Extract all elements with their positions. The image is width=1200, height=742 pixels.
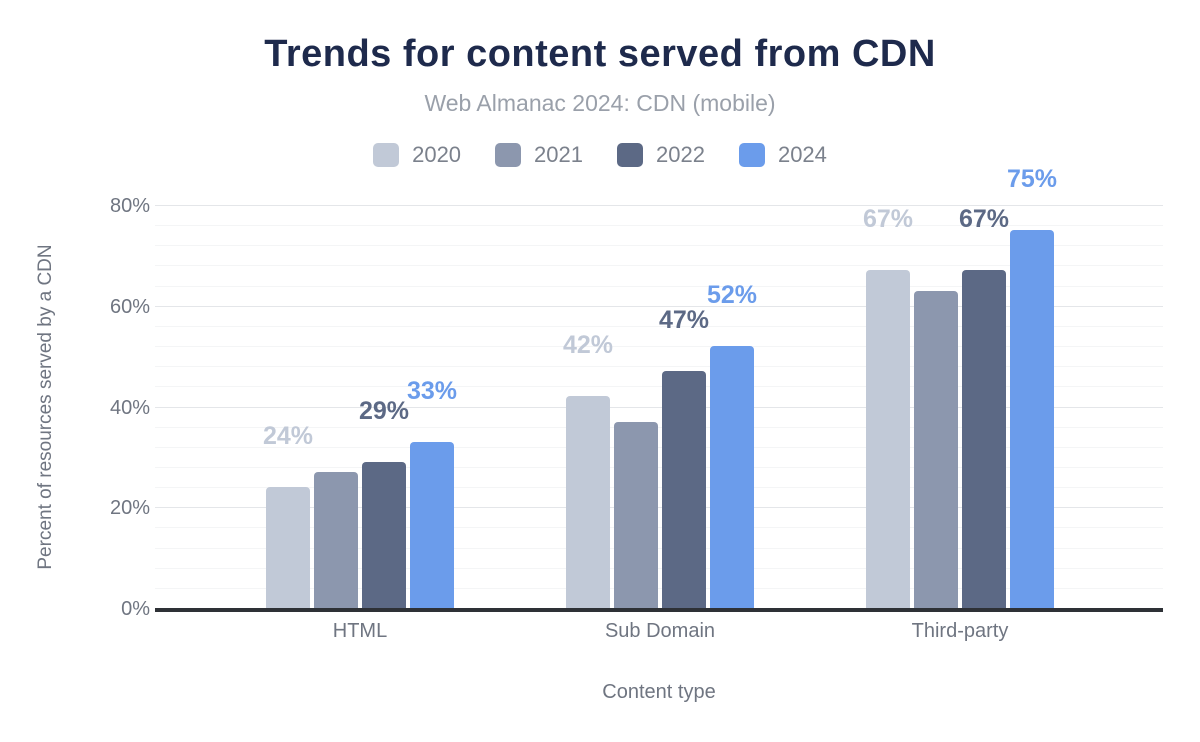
y-tick-label: 20% <box>109 497 150 519</box>
minor-gridline <box>155 326 1163 327</box>
minor-gridline <box>155 487 1163 488</box>
x-tick-label-html: HTML <box>332 620 388 642</box>
y-tick-label: 0% <box>121 598 150 620</box>
legend-label: 2022 <box>656 142 705 167</box>
bar-2022-third-party[interactable] <box>962 270 1006 608</box>
bar-value-label: 29% <box>358 397 410 425</box>
legend-label: 2020 <box>412 142 462 167</box>
major-gridline <box>155 205 1163 206</box>
legend-item-2024[interactable]: 2024 <box>738 142 827 168</box>
bar-2024-html[interactable] <box>410 442 454 608</box>
bar-value-label: 42% <box>562 331 614 359</box>
major-gridline <box>155 306 1163 307</box>
major-gridline <box>155 507 1163 508</box>
legend-swatch-icon <box>617 143 643 167</box>
x-axis-title: Content type <box>602 681 716 703</box>
x-tick-label-third-party: Third-party <box>911 620 1009 642</box>
bar-2024-sub-domain[interactable] <box>710 346 754 608</box>
legend-swatch-icon <box>373 143 400 167</box>
bar-value-label: 24% <box>262 422 314 450</box>
bar-value-label: 47% <box>658 306 710 334</box>
bar-value-label: 75% <box>1006 165 1058 193</box>
bar-2021-sub-domain[interactable] <box>614 422 658 608</box>
bar-value-label: 52% <box>706 281 758 309</box>
minor-gridline <box>155 346 1163 347</box>
minor-gridline <box>155 366 1163 367</box>
minor-gridline <box>155 286 1163 287</box>
bar-2021-html[interactable] <box>314 472 358 608</box>
legend-item-2020[interactable]: 2020 <box>373 142 461 168</box>
minor-gridline <box>155 265 1163 266</box>
minor-gridline <box>155 568 1163 569</box>
legend-swatch-icon <box>738 143 765 167</box>
bar-2022-html[interactable] <box>362 462 406 608</box>
minor-gridline <box>155 467 1163 468</box>
bar-2020-html[interactable] <box>266 487 310 608</box>
minor-gridline <box>155 447 1163 448</box>
bar-2020-third-party[interactable] <box>866 270 910 608</box>
bar-value-label: 33% <box>406 377 458 405</box>
major-gridline <box>155 407 1163 408</box>
chart-legend: 2020 2021 2022 2024 <box>0 142 1200 168</box>
bar-2024-third-party[interactable] <box>1010 230 1054 608</box>
minor-gridline <box>155 245 1163 246</box>
bar-value-label: 67% <box>862 205 914 233</box>
bar-2020-sub-domain[interactable] <box>566 396 610 608</box>
minor-gridline <box>155 527 1163 528</box>
x-axis-line <box>155 608 1163 612</box>
y-tick-label: 80% <box>109 195 150 217</box>
minor-gridline <box>155 225 1163 226</box>
y-axis-title: Percent of resources served by a CDN <box>35 244 56 570</box>
minor-gridline <box>155 548 1163 549</box>
bar-2022-sub-domain[interactable] <box>662 371 706 608</box>
y-tick-label: 60% <box>109 296 150 318</box>
legend-item-2022[interactable]: 2022 <box>617 142 705 168</box>
bar-2021-third-party[interactable] <box>914 291 958 608</box>
legend-label: 2024 <box>777 142 827 167</box>
bar-value-label: 67% <box>958 205 1010 233</box>
legend-item-2021[interactable]: 2021 <box>495 142 583 168</box>
minor-gridline <box>155 427 1163 428</box>
chart-title: Trends for content served from CDN <box>264 33 936 75</box>
legend-label: 2021 <box>534 142 583 167</box>
minor-gridline <box>155 588 1163 589</box>
x-tick-label-sub-domain: Sub Domain <box>604 620 716 642</box>
legend-swatch-icon <box>495 143 522 167</box>
y-tick-label: 40% <box>109 397 150 419</box>
chart-subtitle: Web Almanac 2024: CDN (mobile) <box>424 90 776 116</box>
minor-gridline <box>155 386 1163 387</box>
